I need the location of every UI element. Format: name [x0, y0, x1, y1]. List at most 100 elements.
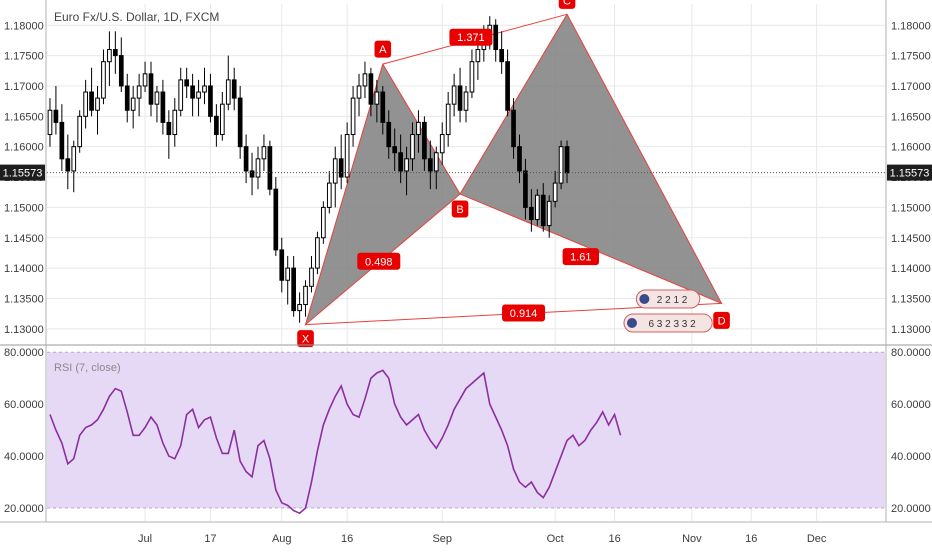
candle[interactable] — [338, 134, 344, 190]
candle[interactable] — [202, 67, 207, 105]
candle[interactable] — [451, 73, 457, 117]
candle[interactable] — [225, 55, 231, 111]
candle[interactable] — [309, 255, 314, 293]
candle[interactable] — [136, 73, 142, 117]
candle[interactable] — [273, 177, 279, 256]
candle[interactable] — [505, 49, 510, 117]
flag-icon — [626, 318, 637, 328]
candle[interactable] — [546, 195, 552, 238]
axes[interactable]: 1.18000 1.18000 1.17500 1.17500 1.17000 1.170… — [0, 20, 932, 545]
candle[interactable] — [249, 152, 255, 196]
candle[interactable] — [315, 231, 320, 275]
candle-body-down — [118, 55, 124, 87]
point-label-x-text: X — [302, 334, 310, 346]
candle[interactable] — [71, 140, 77, 193]
candle[interactable] — [83, 79, 88, 129]
candle[interactable] — [457, 67, 463, 123]
candle[interactable] — [303, 280, 308, 317]
candle[interactable] — [267, 140, 273, 196]
candle[interactable] — [130, 85, 136, 129]
candle[interactable] — [160, 79, 166, 135]
candle[interactable] — [190, 73, 195, 117]
candle[interactable] — [231, 67, 237, 111]
candle[interactable] — [332, 146, 338, 208]
candle[interactable] — [427, 140, 433, 190]
candle[interactable] — [326, 170, 332, 214]
candle[interactable] — [380, 85, 386, 135]
rsi-polyline[interactable] — [49, 369, 622, 515]
candle[interactable] — [113, 31, 118, 74]
candle[interactable] — [154, 85, 160, 123]
candle[interactable] — [517, 134, 522, 184]
candle[interactable] — [243, 134, 249, 184]
flag-icon — [639, 294, 650, 304]
candle[interactable] — [279, 237, 285, 293]
candle[interactable] — [321, 201, 326, 244]
candle[interactable] — [118, 37, 124, 93]
candle[interactable] — [101, 49, 106, 105]
candle[interactable] — [107, 31, 112, 86]
candle[interactable] — [392, 128, 398, 171]
candle[interactable] — [77, 110, 83, 153]
candle[interactable] — [124, 73, 130, 123]
candlesticks[interactable] — [47, 16, 570, 323]
candle[interactable] — [208, 73, 213, 123]
point-label-b: B — [451, 200, 469, 218]
candle[interactable] — [53, 85, 59, 135]
candle[interactable] — [410, 122, 415, 171]
candle[interactable] — [540, 183, 546, 232]
candle[interactable] — [196, 79, 201, 117]
candle[interactable] — [469, 49, 475, 99]
candle[interactable] — [184, 67, 190, 99]
candle-body-up — [219, 103, 225, 136]
candle[interactable] — [237, 85, 243, 159]
candle[interactable] — [285, 255, 291, 305]
candle[interactable] — [433, 146, 439, 190]
candle[interactable] — [368, 67, 374, 117]
candle[interactable] — [374, 79, 380, 123]
candle[interactable] — [166, 110, 172, 159]
candle[interactable] — [463, 85, 469, 123]
candle[interactable] — [59, 104, 65, 171]
candle[interactable] — [142, 61, 148, 93]
candle[interactable] — [362, 61, 368, 99]
candle[interactable] — [297, 292, 302, 323]
candle[interactable] — [416, 110, 421, 153]
event-badges[interactable]: 2 2 1 2 6 3 2 3 3 2 — [623, 289, 713, 333]
candle[interactable] — [564, 140, 570, 184]
event-badge-row-1[interactable]: 2 2 1 2 — [635, 289, 701, 309]
candle[interactable] — [148, 61, 154, 117]
candle[interactable] — [422, 116, 427, 171]
candle[interactable] — [558, 140, 564, 190]
candle[interactable] — [493, 19, 499, 62]
candle[interactable] — [523, 158, 528, 220]
candle[interactable] — [47, 98, 53, 147]
candle[interactable] — [398, 134, 403, 184]
candle[interactable] — [404, 146, 409, 196]
candle[interactable] — [350, 85, 356, 147]
candle[interactable] — [214, 104, 219, 147]
candle[interactable] — [172, 98, 178, 147]
price-tick-label-right: 1.13000 — [891, 324, 931, 336]
candle[interactable] — [356, 73, 362, 117]
candle[interactable] — [439, 122, 445, 165]
candle[interactable] — [178, 67, 184, 117]
candle[interactable] — [219, 92, 225, 141]
candle[interactable] — [529, 189, 534, 232]
candle[interactable] — [499, 31, 505, 74]
candle[interactable] — [511, 98, 516, 159]
candle[interactable] — [534, 189, 540, 226]
candle[interactable] — [255, 146, 261, 190]
candle[interactable] — [386, 110, 392, 159]
candle[interactable] — [291, 255, 296, 317]
candle[interactable] — [89, 67, 94, 117]
candle[interactable] — [261, 134, 267, 171]
candle[interactable] — [95, 85, 100, 135]
candle[interactable] — [552, 170, 558, 208]
rsi-line[interactable] — [49, 369, 622, 515]
event-badge-row-2[interactable]: 6 3 2 3 3 2 — [623, 313, 713, 333]
candle[interactable] — [445, 92, 451, 147]
candle[interactable] — [65, 134, 71, 190]
